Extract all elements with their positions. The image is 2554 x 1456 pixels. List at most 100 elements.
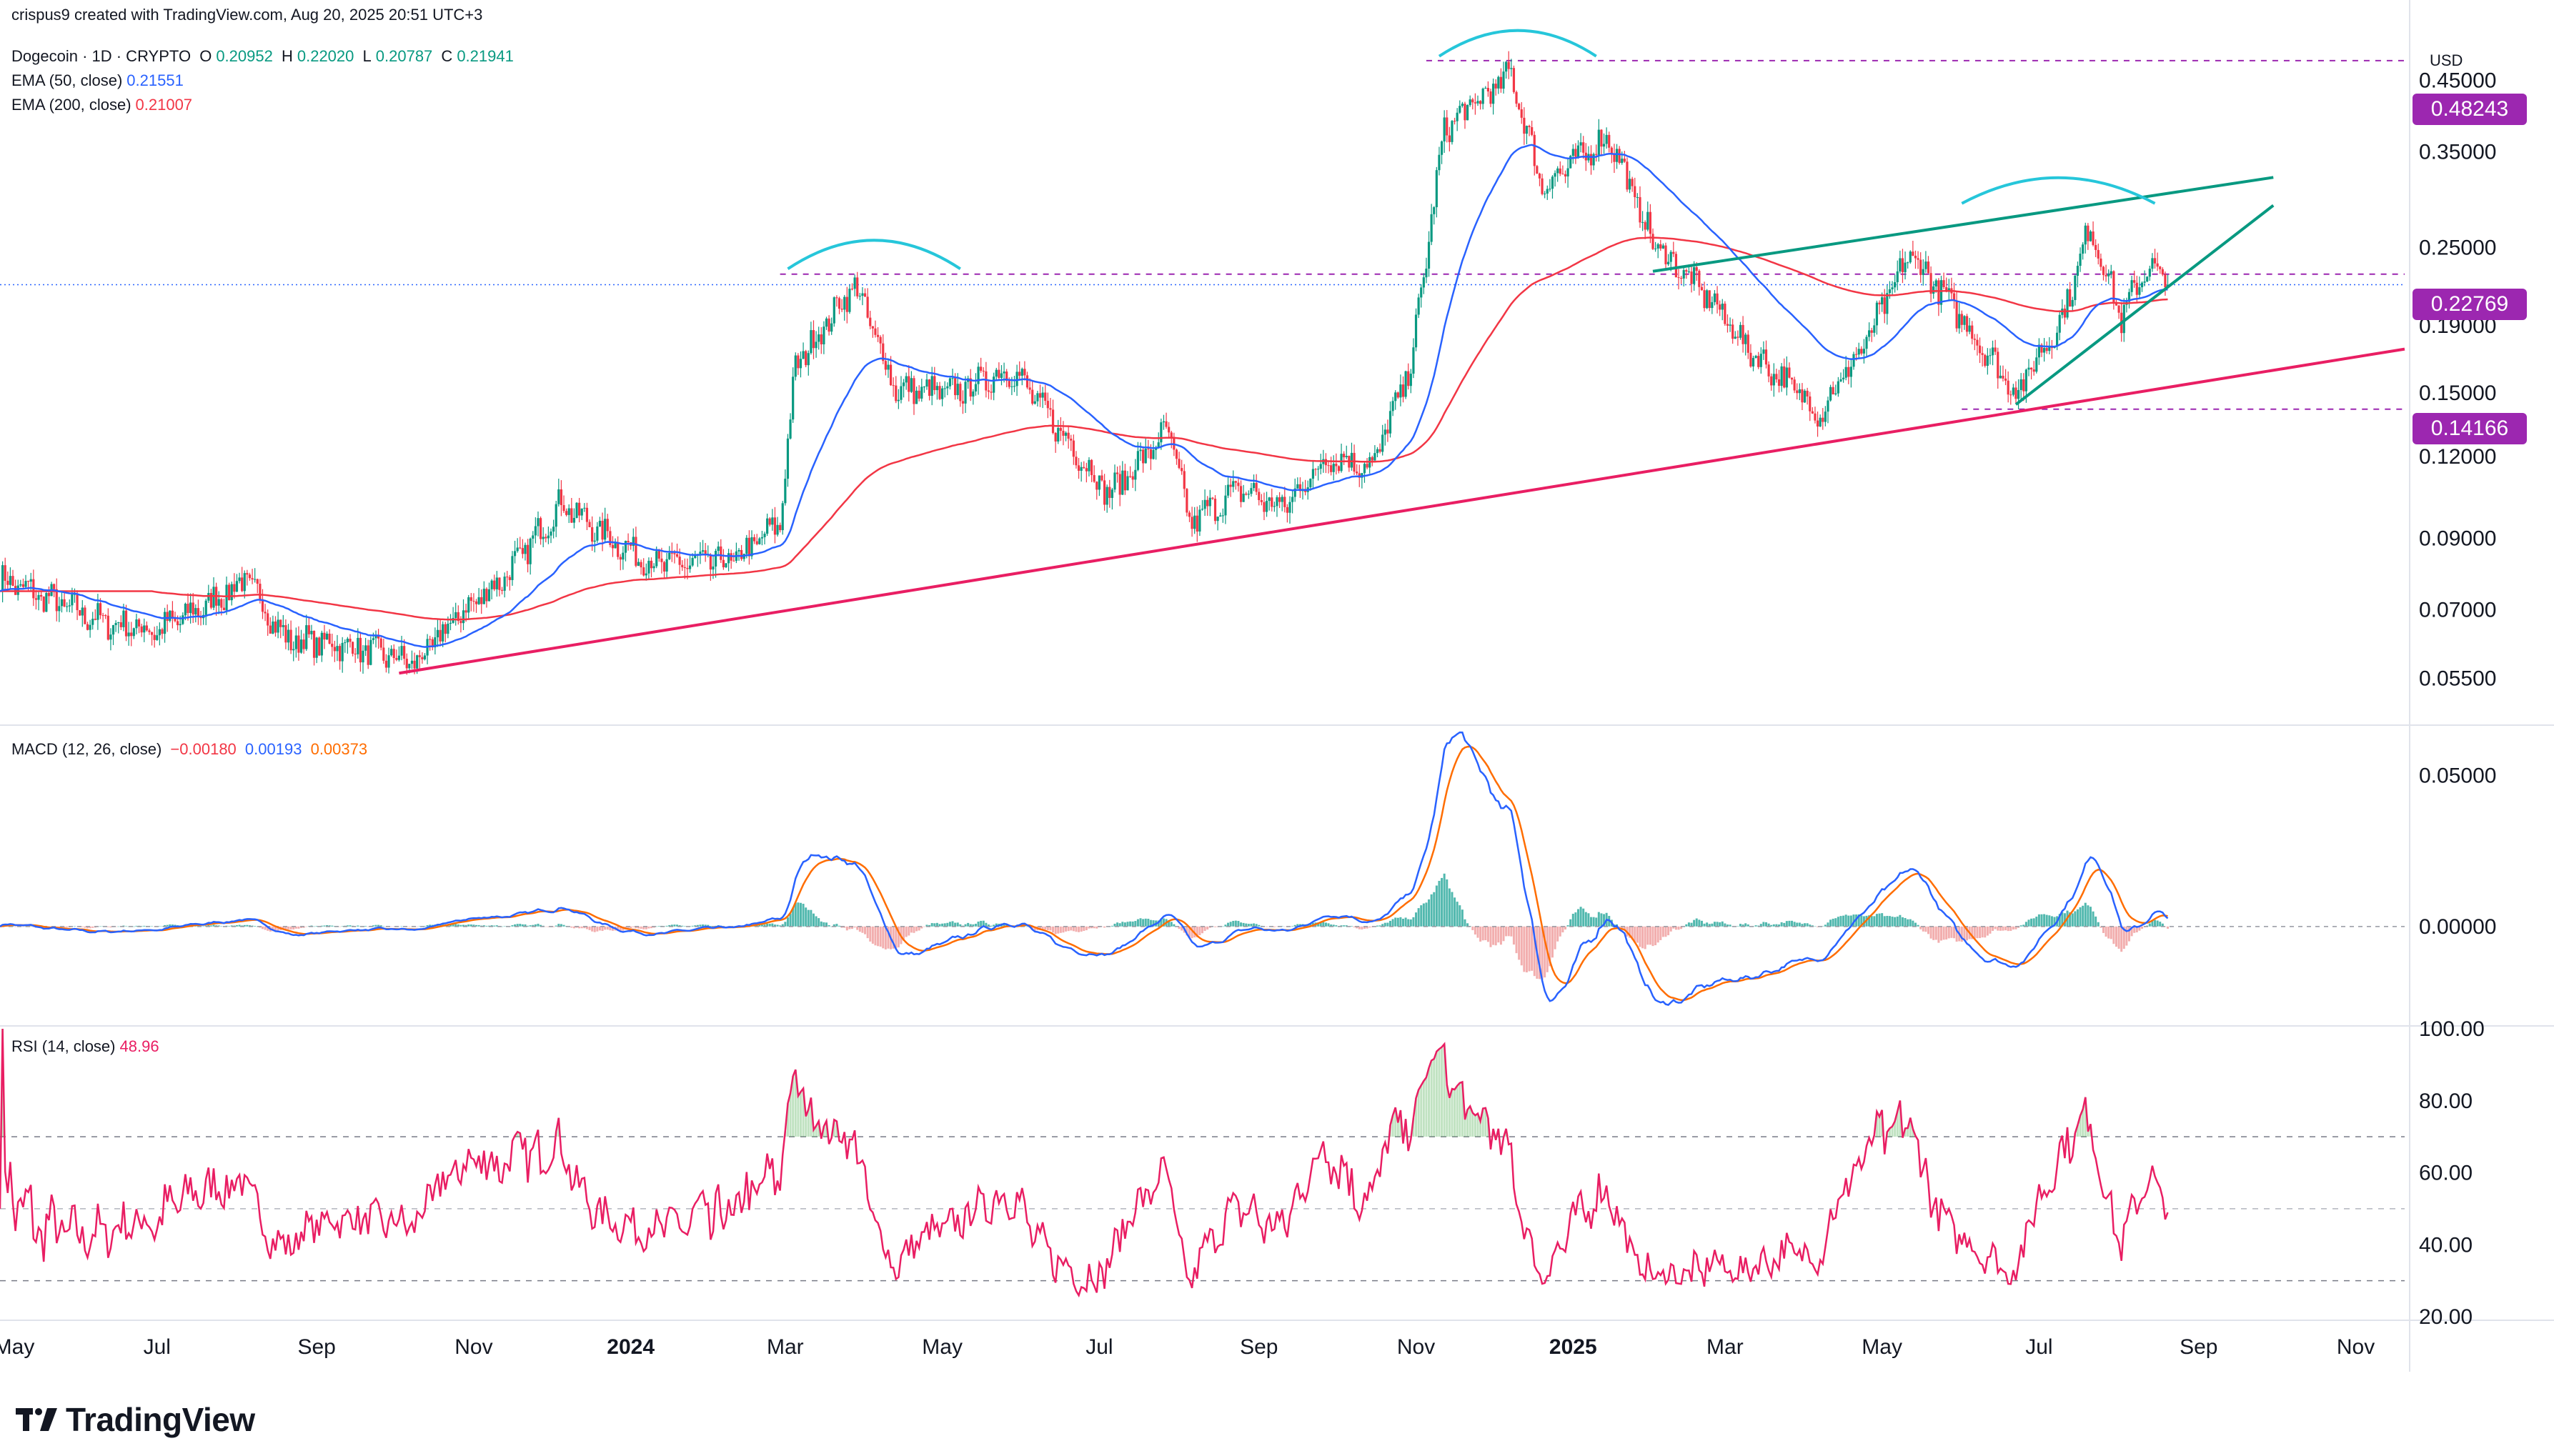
macd-hist-bar (1868, 915, 1871, 927)
candle-body (853, 277, 856, 289)
candle-body (1028, 387, 1031, 390)
candle-body (1057, 427, 1060, 442)
candle-body (1711, 301, 1714, 309)
candle-body (830, 323, 833, 332)
macd-hist-bar (1103, 926, 1106, 928)
candle-body (212, 587, 215, 608)
candle-body (1008, 381, 1010, 387)
candle-body (374, 634, 377, 639)
macd-hist-bar (1044, 926, 1047, 930)
macd-hist-bar (2037, 914, 2040, 927)
macd-hist-bar (993, 924, 995, 927)
candle-body (737, 549, 740, 552)
candle-body (1994, 347, 1997, 352)
macd-hist-bar (2050, 916, 2053, 927)
macd-hist-bar (2097, 922, 2100, 927)
candle-body (1046, 401, 1049, 409)
candle-body (469, 597, 472, 602)
macd-hist-bar (477, 924, 480, 927)
macd-hist-bar (1430, 894, 1433, 927)
candle-body (292, 649, 295, 651)
macd-hist-bar (874, 926, 877, 946)
candle-body (1417, 297, 1420, 315)
macd-hist-bar (681, 925, 684, 927)
candle-body (699, 552, 702, 554)
macd-hist-bar (2053, 917, 2056, 927)
macd-hist-bar (297, 926, 300, 929)
x-tick-label: 2024 (607, 1335, 655, 1359)
macd-hist-bar (1378, 925, 1381, 927)
candle-body (1291, 497, 1294, 502)
candle-body (1600, 129, 1603, 147)
candle-body (338, 646, 342, 662)
macd-hist-bar (838, 925, 841, 927)
price-pane[interactable] (0, 29, 2405, 675)
macd-hist-bar (1566, 925, 1569, 927)
macd-hist-bar (2154, 919, 2157, 927)
candle-body (758, 538, 761, 544)
candle-body (1003, 372, 1005, 374)
candle-body (272, 621, 274, 634)
candle-body (1054, 433, 1057, 442)
macd-hist-bar (1669, 926, 1672, 932)
macd-hist-bar (400, 926, 403, 927)
macd-hist-bar (1528, 926, 1531, 972)
candle-body (1991, 347, 1994, 356)
candle-body (1211, 497, 1214, 499)
candle-body (498, 577, 501, 590)
macd-hist-bar (1824, 924, 1827, 927)
macd-histogram (0, 873, 2405, 980)
trendlines (399, 176, 2405, 675)
candle-body (299, 639, 303, 653)
candle-body (1824, 412, 1827, 422)
macd-hist-bar (2035, 917, 2038, 927)
candle-body (2135, 282, 2138, 295)
candle-body (969, 378, 972, 397)
candle-body (1399, 384, 1402, 398)
macd-hist-bar (1837, 917, 1839, 927)
candle-body (204, 600, 207, 615)
rsi-tick-label: 80.00 (2419, 1089, 2473, 1113)
candle-body (897, 399, 900, 402)
candle-body (503, 577, 506, 591)
candle-body (71, 594, 74, 606)
candle-body (606, 519, 609, 532)
candle-body (1873, 325, 1876, 333)
macd-hist-bar (758, 924, 761, 927)
macd-hist-bar (1896, 916, 1899, 927)
tradingview-logo[interactable]: TradingView (16, 1400, 255, 1439)
macd-hist-bar (1726, 924, 1729, 927)
macd-hist-bar (1881, 913, 1884, 927)
macd-tick-label: 0.00000 (2419, 915, 2496, 939)
macd-hist-bar (346, 925, 349, 927)
candle-body (457, 612, 459, 622)
macd-hist-bar (652, 926, 655, 928)
macd-hist-bar (1891, 917, 1894, 927)
macd-hist-bar (1232, 920, 1235, 927)
ema50-line (0, 144, 2168, 648)
macd-hist-bar (2125, 926, 2128, 946)
candle-body (482, 589, 485, 604)
macd-hist-bar (1402, 919, 1405, 927)
candle-body (2138, 287, 2141, 295)
macd-hist-bar (956, 922, 959, 927)
candle-body (1000, 373, 1003, 378)
macd-hist-bar (158, 926, 161, 927)
candle-body (58, 606, 61, 612)
candle-body (1741, 324, 1744, 344)
candle-body (570, 508, 573, 523)
candle-body (1036, 393, 1039, 402)
candle-body (1744, 334, 1747, 344)
macd-hist-bar (259, 926, 262, 928)
macd-hist-bar (755, 924, 758, 927)
macd-pane[interactable] (0, 731, 2405, 1006)
macd-hist-bar (1780, 922, 1783, 927)
rsi-pane[interactable] (0, 1028, 2405, 1298)
x-tick-label: May (1862, 1335, 1902, 1359)
trendline-support (399, 347, 2405, 675)
macd-hist-bar (1088, 926, 1090, 929)
macd-hist-bar (990, 925, 993, 927)
candle-body (1335, 464, 1338, 467)
candle-body (815, 341, 818, 349)
